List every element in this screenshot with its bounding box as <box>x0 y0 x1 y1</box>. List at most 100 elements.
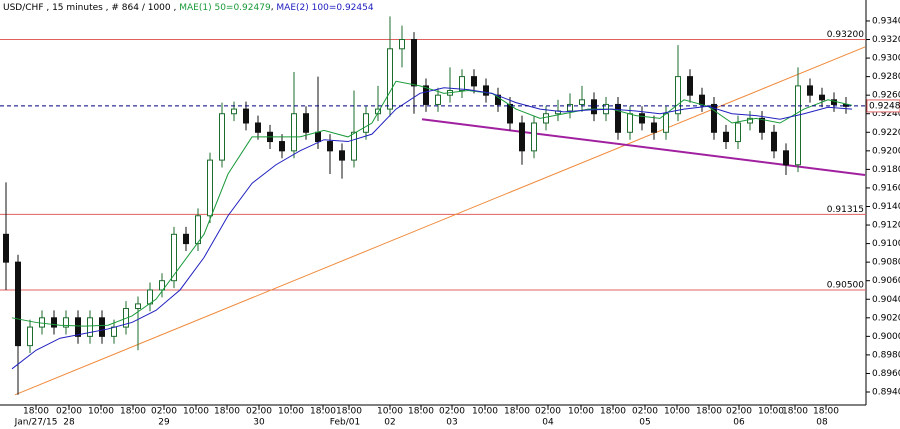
candle-body <box>375 108 381 115</box>
candle-body <box>591 99 597 115</box>
candle-body <box>639 113 645 124</box>
y-tick-label: 0.89800 <box>872 350 900 360</box>
x-date-label: 06 <box>733 418 745 428</box>
x-date-label: 29 <box>158 418 170 428</box>
level-label: 0.93200 <box>827 30 864 40</box>
x-tick-label: 02:00 <box>632 407 658 417</box>
x-tick-label: 10:00 <box>472 407 498 417</box>
candle-body <box>435 94 441 105</box>
candle-body <box>687 76 693 96</box>
x-tick-label: 02:00 <box>151 407 177 417</box>
y-tick-label: 0.92200 <box>872 128 900 138</box>
candle-body <box>63 317 69 328</box>
x-date-label: 30 <box>253 418 265 428</box>
y-tick-label: 0.92800 <box>872 72 900 82</box>
x-tick-label: 10:00 <box>377 407 403 417</box>
candle-body <box>171 233 177 282</box>
y-tick-label: 0.92400 <box>872 109 900 119</box>
y-tick-label: 0.91800 <box>872 165 900 175</box>
candle-body <box>363 113 369 133</box>
candle-body <box>579 99 585 105</box>
y-tick-label: 0.90600 <box>872 276 900 286</box>
x-tick-label: 18:00 <box>504 407 530 417</box>
y-tick-label: 0.91600 <box>872 183 900 193</box>
candle-body <box>507 103 513 124</box>
moving-average <box>11 87 853 370</box>
y-tick-label: 0.90800 <box>872 258 900 268</box>
y-tick-label: 0.90000 <box>872 332 900 342</box>
title-part: MAE(1) 50=0.92479 <box>179 3 271 13</box>
candle-body <box>567 103 573 112</box>
candle-body <box>807 85 813 96</box>
x-tick-label: 02:00 <box>535 407 561 417</box>
chart-title: USD/CHF , 15 minutes , # 864 / 1000 , MA… <box>3 3 374 13</box>
y-tick-label: 0.91000 <box>872 239 900 249</box>
candle-body <box>651 122 657 133</box>
current-price-label: 0.92484 <box>869 101 900 111</box>
y-tick-label: 0.91200 <box>872 221 900 231</box>
y-tick-label: 0.93000 <box>872 54 900 64</box>
x-tick-label: 18:00 <box>336 407 362 417</box>
x-tick-label: 10:00 <box>664 407 690 417</box>
candle-body <box>459 76 465 92</box>
title-part: USD/CHF , 15 minutes , # 864 / 1000 , <box>3 3 176 13</box>
level-label: 0.90500 <box>827 280 864 290</box>
x-tick-label: 10:00 <box>183 407 209 417</box>
candle-body <box>87 317 93 337</box>
candle-body <box>159 280 165 291</box>
x-tick-label: 10:00 <box>278 407 304 417</box>
candle-body <box>75 317 81 337</box>
x-tick-label: 02:00 <box>439 407 465 417</box>
trend-line <box>14 46 866 396</box>
x-date-label: 05 <box>639 418 650 428</box>
title-part: MAE(2) 100=0.92454 <box>276 3 373 13</box>
x-tick-label: 18:00 <box>813 407 839 417</box>
x-tick-label: 18:00 <box>310 407 336 417</box>
y-tick-label: 0.93200 <box>872 35 900 45</box>
candle-body <box>783 150 789 166</box>
y-tick-label: 0.90400 <box>872 295 900 305</box>
candle-body <box>423 85 429 105</box>
candle-body <box>615 103 621 133</box>
x-tick-label: 10:00 <box>88 407 114 417</box>
candle-body <box>15 261 21 347</box>
candle-body <box>231 108 237 115</box>
candle-body <box>207 159 213 217</box>
x-date-label: 02 <box>384 418 395 428</box>
candle-body <box>243 108 249 124</box>
candle-body <box>135 303 141 310</box>
candle-body <box>543 113 549 124</box>
candle-body <box>627 113 633 133</box>
candle-body <box>411 39 417 87</box>
moving-average <box>11 80 853 327</box>
candle-body <box>279 141 285 152</box>
current-price-box <box>866 99 900 113</box>
y-tick-label: 0.91400 <box>872 202 900 212</box>
candle-body <box>339 150 345 161</box>
y-tick-label: 0.93400 <box>872 16 900 26</box>
x-tick-label: 18:00 <box>600 407 626 417</box>
candle-body <box>351 131 357 161</box>
trend-line <box>421 118 866 176</box>
candle-body <box>195 215 201 245</box>
x-tick-label: 10:00 <box>758 407 784 417</box>
level-label: 0.91315 <box>827 205 864 215</box>
candle-body <box>723 131 729 143</box>
candle-body <box>699 94 705 105</box>
candle-body <box>663 113 669 133</box>
x-tick-label: 02:00 <box>56 407 82 417</box>
x-tick-label: 02:00 <box>246 407 272 417</box>
candle-body <box>747 117 753 124</box>
x-date-label: 08 <box>816 418 828 428</box>
y-tick-label: 0.90200 <box>872 313 900 323</box>
candle-body <box>3 233 9 263</box>
x-tick-label: 18:00 <box>408 407 434 417</box>
candle-body <box>711 103 717 133</box>
candle-body <box>303 113 309 133</box>
candle-body <box>51 317 57 328</box>
candle-body <box>531 122 537 152</box>
candle-body <box>471 76 477 87</box>
candle-body <box>771 131 777 152</box>
candle-body <box>327 141 333 152</box>
